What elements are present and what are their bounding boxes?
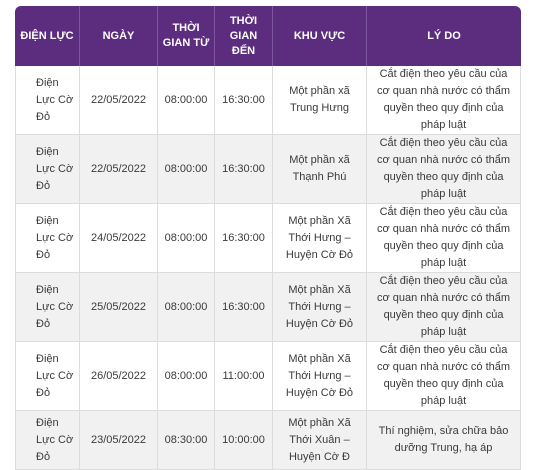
cell-thoi-gian-den: 10:00:00 — [215, 411, 273, 470]
cell-khu-vuc: Một phần Xã Thới Hưng – Huyện Cờ Đỏ — [273, 204, 367, 273]
cell-thoi-gian-den: 16:30:00 — [215, 273, 273, 342]
cell-thoi-gian-tu: 08:30:00 — [158, 411, 215, 470]
cell-thoi-gian-tu: 08:00:00 — [158, 273, 215, 342]
cell-thoi-gian-den: 11:00:00 — [215, 342, 273, 411]
cell-thoi-gian-den: 16:30:00 — [215, 135, 273, 204]
cell-ly-do: Thí nghiệm, sửa chữa bảo dưỡng Trung, hạ… — [367, 411, 521, 470]
cell-ngay: 24/05/2022 — [80, 204, 158, 273]
header-dien-luc: ĐIỆN LỰC — [15, 6, 80, 66]
cell-dien-luc: Điện Lực Cờ Đỏ — [15, 273, 80, 342]
cell-ngay: 26/05/2022 — [80, 342, 158, 411]
cell-ly-do: Cắt điện theo yêu cầu của cơ quan nhà nư… — [367, 342, 521, 411]
table-row: Điện Lực Cờ Đỏ 25/05/2022 08:00:00 16:30… — [15, 273, 521, 342]
header-thoi-gian-tu: THỜI GIAN TỪ — [158, 6, 215, 66]
header-ngay: NGÀY — [80, 6, 158, 66]
cell-thoi-gian-tu: 08:00:00 — [158, 342, 215, 411]
cell-thoi-gian-tu: 08:00:00 — [158, 204, 215, 273]
cell-ly-do: Cắt điện theo yêu cầu của cơ quan nhà nư… — [367, 273, 521, 342]
header-thoi-gian-den: THỜI GIAN ĐẾN — [215, 6, 273, 66]
cell-ly-do: Cắt điện theo yêu cầu của cơ quan nhà nư… — [367, 135, 521, 204]
outage-schedule-table: ĐIỆN LỰC NGÀY THỜI GIAN TỪ THỜI GIAN ĐẾN… — [15, 6, 521, 470]
header-khu-vuc: KHU VỰC — [273, 6, 367, 66]
cell-thoi-gian-tu: 08:00:00 — [158, 135, 215, 204]
cell-dien-luc: Điện Lực Cờ Đỏ — [15, 342, 80, 411]
cell-khu-vuc: Một phần Xã Thới Xuân – Huyện Cờ Đ — [273, 411, 367, 470]
cell-dien-luc: Điện Lực Cờ Đỏ — [15, 411, 80, 470]
cell-khu-vuc: Một phần xã Thạnh Phú — [273, 135, 367, 204]
cell-thoi-gian-den: 16:30:00 — [215, 204, 273, 273]
cell-ngay: 22/05/2022 — [80, 66, 158, 135]
cell-ly-do: Cắt điện theo yêu cầu của cơ quan nhà nư… — [367, 66, 521, 135]
page: ĐIỆN LỰC NGÀY THỜI GIAN TỪ THỜI GIAN ĐẾN… — [15, 6, 521, 470]
table-row: Điện Lực Cờ Đỏ 24/05/2022 08:00:00 16:30… — [15, 204, 521, 273]
cell-khu-vuc: Một phần Xã Thới Hưng – Huyện Cờ Đỏ — [273, 342, 367, 411]
cell-thoi-gian-den: 16:30:00 — [215, 66, 273, 135]
cell-dien-luc: Điện Lực Cờ Đỏ — [15, 135, 80, 204]
table-row: Điện Lực Cờ Đỏ 22/05/2022 08:00:00 16:30… — [15, 66, 521, 135]
cell-ngay: 25/05/2022 — [80, 273, 158, 342]
cell-ngay: 23/05/2022 — [80, 411, 158, 470]
cell-dien-luc: Điện Lực Cờ Đỏ — [15, 66, 80, 135]
table-row: Điện Lực Cờ Đỏ 22/05/2022 08:00:00 16:30… — [15, 135, 521, 204]
cell-khu-vuc: Một phần xã Trung Hưng — [273, 66, 367, 135]
table-row: Điện Lực Cờ Đỏ 26/05/2022 08:00:00 11:00… — [15, 342, 521, 411]
header-row: ĐIỆN LỰC NGÀY THỜI GIAN TỪ THỜI GIAN ĐẾN… — [15, 6, 521, 66]
table-header: ĐIỆN LỰC NGÀY THỜI GIAN TỪ THỜI GIAN ĐẾN… — [15, 6, 521, 66]
table-row: Điện Lực Cờ Đỏ 23/05/2022 08:30:00 10:00… — [15, 411, 521, 470]
header-ly-do: LÝ DO — [367, 6, 521, 66]
cell-thoi-gian-tu: 08:00:00 — [158, 66, 215, 135]
cell-ly-do: Cắt điện theo yêu cầu của cơ quan nhà nư… — [367, 204, 521, 273]
cell-dien-luc: Điện Lực Cờ Đỏ — [15, 204, 80, 273]
cell-khu-vuc: Một phần Xã Thới Hưng – Huyện Cờ Đỏ — [273, 273, 367, 342]
table-body: Điện Lực Cờ Đỏ 22/05/2022 08:00:00 16:30… — [15, 66, 521, 470]
cell-ngay: 22/05/2022 — [80, 135, 158, 204]
